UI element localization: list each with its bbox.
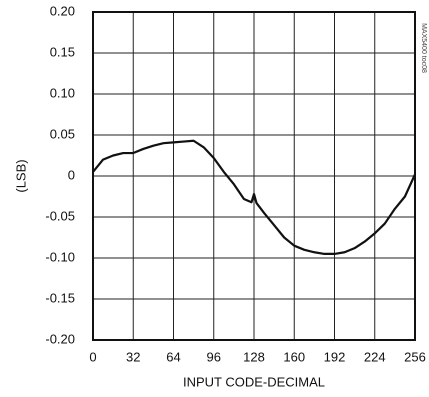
y-tick-label: -0.20 [45, 331, 75, 346]
x-tick-label: 128 [243, 349, 265, 364]
watermark: MAX5400 toc08 [420, 23, 427, 73]
x-tick-label: 64 [166, 349, 180, 364]
x-tick-label: 96 [207, 349, 221, 364]
y-tick-label: -0.05 [45, 208, 75, 223]
x-tick-label: 224 [364, 349, 386, 364]
y-tick-label: 0.05 [50, 126, 75, 141]
y-tick-label: 0.15 [50, 44, 75, 59]
y-axis-label: (LSB) [13, 159, 28, 192]
y-tick-label: 0 [68, 167, 75, 182]
x-axis-label: INPUT CODE-DECIMAL [183, 374, 325, 389]
x-tick-label: 192 [324, 349, 346, 364]
x-tick-label: 160 [283, 349, 305, 364]
x-tick-label: 32 [126, 349, 140, 364]
x-tick-label: 256 [404, 349, 426, 364]
y-tick-label: 0.10 [50, 85, 75, 100]
y-tick-label: 0.20 [50, 3, 75, 18]
y-tick-label: -0.15 [45, 290, 75, 305]
x-tick-label: 0 [89, 349, 96, 364]
y-tick-label: -0.10 [45, 249, 75, 264]
data-line [92, 139, 417, 255]
